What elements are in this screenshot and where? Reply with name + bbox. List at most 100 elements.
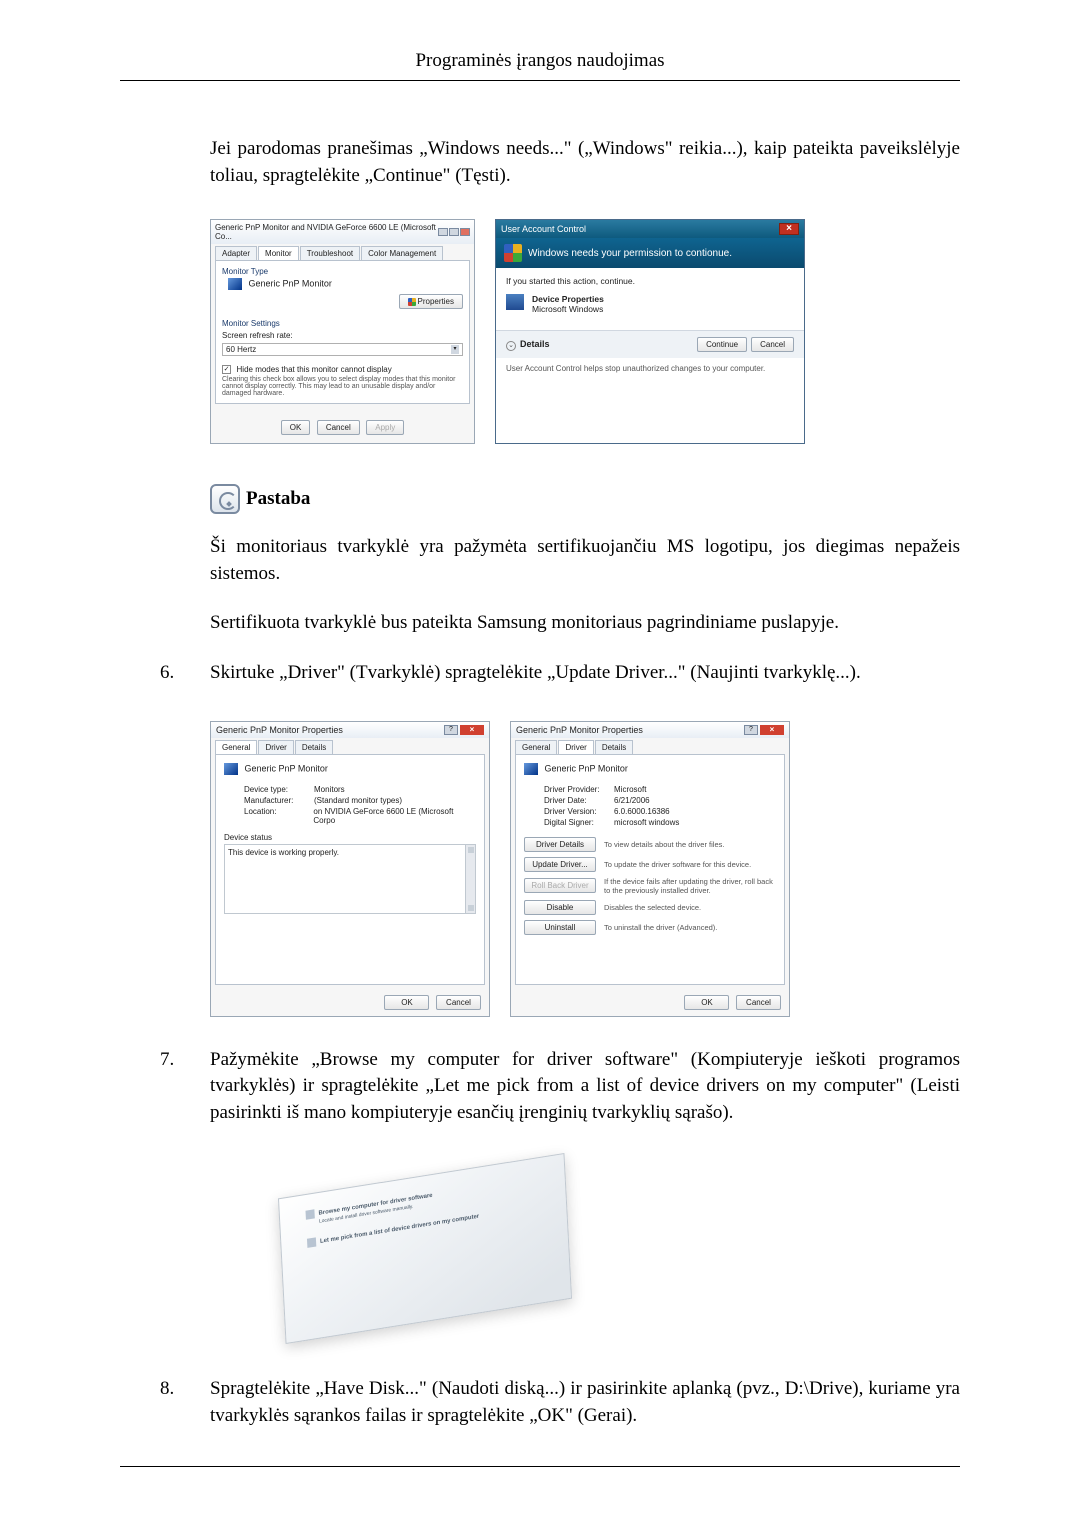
disable-desc: Disables the selected device. <box>604 903 776 912</box>
monitor-icon <box>524 763 538 775</box>
monitor-settings-label: Monitor Settings <box>222 319 463 328</box>
step-7-number: 7. <box>160 1047 210 1127</box>
cancel-button[interactable]: Cancel <box>751 337 794 352</box>
tab-monitor[interactable]: Monitor <box>258 246 299 260</box>
note-icon <box>210 484 240 514</box>
close-button[interactable]: × <box>460 725 484 735</box>
chevron-down-icon: ▾ <box>451 345 459 354</box>
intro-paragraph: Jei parodomas pranešimas „Windows needs.… <box>210 136 960 189</box>
monitor-type-label: Monitor Type <box>222 267 463 276</box>
driver-props-driver-dialog: Generic PnP Monitor Properties ? × Gener… <box>510 721 790 1017</box>
page-header: Programinės įrangos naudojimas <box>120 50 960 81</box>
tab-details[interactable]: Details <box>595 740 633 754</box>
monitor-icon <box>224 763 238 775</box>
tab-driver[interactable]: Driver <box>258 740 293 754</box>
continue-button[interactable]: Continue <box>697 337 747 352</box>
footer-rule <box>120 1466 960 1467</box>
properties-button[interactable]: Properties <box>399 294 463 309</box>
device-status-text: This device is working properly. <box>228 848 339 857</box>
close-button[interactable] <box>460 228 470 236</box>
tab-details[interactable]: Details <box>295 740 333 754</box>
apply-button[interactable]: Apply <box>366 420 404 435</box>
tabs: General Driver Details <box>515 740 785 755</box>
tab-color-management[interactable]: Color Management <box>361 246 443 260</box>
refresh-label: Screen refresh rate: <box>222 331 463 340</box>
monitor-name: Generic PnP Monitor <box>245 763 328 773</box>
dialog-title: Generic PnP Monitor Properties <box>516 725 643 735</box>
ok-button[interactable]: OK <box>281 420 311 435</box>
ok-button[interactable]: OK <box>384 995 429 1010</box>
monitor-name: Generic PnP Monitor <box>545 763 628 773</box>
device-type-label: Device type: <box>244 785 314 794</box>
uac-title: User Account Control <box>501 224 586 234</box>
refresh-rate-value: 60 Hertz <box>226 345 256 354</box>
location-value: on NVIDIA GeForce 6600 LE (Microsoft Cor… <box>313 807 476 825</box>
dialog-title: Generic PnP Monitor and NVIDIA GeForce 6… <box>215 223 438 241</box>
cancel-button[interactable]: Cancel <box>317 420 360 435</box>
folder-icon <box>305 1210 314 1220</box>
cancel-button[interactable]: Cancel <box>736 995 781 1010</box>
manufacturer-value: (Standard monitor types) <box>314 796 402 805</box>
close-button[interactable]: × <box>779 223 799 235</box>
note-paragraph-1: Ši monitoriaus tvarkyklė yra pažymėta se… <box>210 534 960 587</box>
hide-modes-checkbox[interactable]: ✓ <box>222 365 231 374</box>
ok-button[interactable]: OK <box>684 995 729 1010</box>
uac-footer-text: User Account Control helps stop unauthor… <box>496 358 804 379</box>
driver-details-button[interactable]: Driver Details <box>524 837 596 852</box>
screenshots-row-1: Generic PnP Monitor and NVIDIA GeForce 6… <box>210 219 960 444</box>
scrollbar[interactable] <box>465 845 475 913</box>
tab-general[interactable]: General <box>215 740 257 754</box>
device-status-label: Device status <box>224 833 476 842</box>
tabs: General Driver Details <box>215 740 485 755</box>
dialog-title-bar: Generic PnP Monitor Properties ? × <box>211 722 489 738</box>
rollback-driver-button[interactable]: Roll Back Driver <box>524 878 596 893</box>
note-paragraph-2: Sertifikuota tvarkyklė bus pateikta Sams… <box>210 610 960 637</box>
close-button[interactable]: × <box>760 725 784 735</box>
program-icon <box>506 294 524 310</box>
maximize-button[interactable] <box>449 228 459 236</box>
driver-props-general-dialog: Generic PnP Monitor Properties ? × Gener… <box>210 721 490 1017</box>
list-icon <box>307 1237 316 1247</box>
driver-details-desc: To view details about the driver files. <box>604 840 776 849</box>
update-driver-desc: To update the driver software for this d… <box>604 860 776 869</box>
hide-modes-desc: Clearing this check box allows you to se… <box>222 376 463 397</box>
device-type-value: Monitors <box>314 785 345 794</box>
device-status-box: This device is working properly. <box>224 844 476 914</box>
uac-dialog: User Account Control × Windows needs you… <box>495 219 805 444</box>
window-buttons <box>438 228 470 236</box>
location-label: Location: <box>244 807 313 825</box>
details-toggle[interactable]: Details <box>520 339 550 349</box>
help-button[interactable]: ? <box>444 725 458 735</box>
uac-title-bar: User Account Control × <box>496 220 804 238</box>
refresh-rate-dropdown[interactable]: 60 Hertz ▾ <box>222 343 463 356</box>
uac-started-text: If you started this action, continue. <box>506 276 794 286</box>
date-value: 6/21/2006 <box>614 796 650 805</box>
tab-troubleshoot[interactable]: Troubleshoot <box>300 246 360 260</box>
chevron-down-icon[interactable]: ⌄ <box>506 341 516 351</box>
update-driver-button[interactable]: Update Driver... <box>524 857 596 872</box>
step-8-text: Spragtelėkite „Have Disk..." (Naudoti di… <box>210 1376 960 1429</box>
monitor-name: Generic PnP Monitor <box>249 279 332 289</box>
step-7: 7. Pažymėkite „Browse my computer for dr… <box>120 1047 960 1127</box>
dialog-title-bar: Generic PnP Monitor and NVIDIA GeForce 6… <box>211 220 474 244</box>
monitor-settings-dialog: Generic PnP Monitor and NVIDIA GeForce 6… <box>210 219 475 444</box>
help-button[interactable]: ? <box>744 725 758 735</box>
uac-prop-publisher: Microsoft Windows <box>532 304 604 314</box>
uac-prop-name: Device Properties <box>532 294 604 304</box>
tab-driver[interactable]: Driver <box>558 740 593 754</box>
manufacturer-label: Manufacturer: <box>244 796 314 805</box>
note-label: Pastaba <box>246 488 310 510</box>
rollback-driver-desc: If the device fails after updating the d… <box>604 877 776 895</box>
disable-button[interactable]: Disable <box>524 900 596 915</box>
cancel-button[interactable]: Cancel <box>436 995 481 1010</box>
tab-adapter[interactable]: Adapter <box>215 246 257 260</box>
tab-general[interactable]: General <box>515 740 557 754</box>
provider-label: Driver Provider: <box>544 785 614 794</box>
uninstall-desc: To uninstall the driver (Advanced). <box>604 923 776 932</box>
version-value: 6.0.6000.16386 <box>614 807 670 816</box>
step-6-number: 6. <box>160 660 210 687</box>
minimize-button[interactable] <box>438 228 448 236</box>
shield-icon <box>408 298 416 306</box>
step-6-text: Skirtuke „Driver" (Tvarkyklė) spragtelėk… <box>210 660 960 687</box>
uninstall-button[interactable]: Uninstall <box>524 920 596 935</box>
